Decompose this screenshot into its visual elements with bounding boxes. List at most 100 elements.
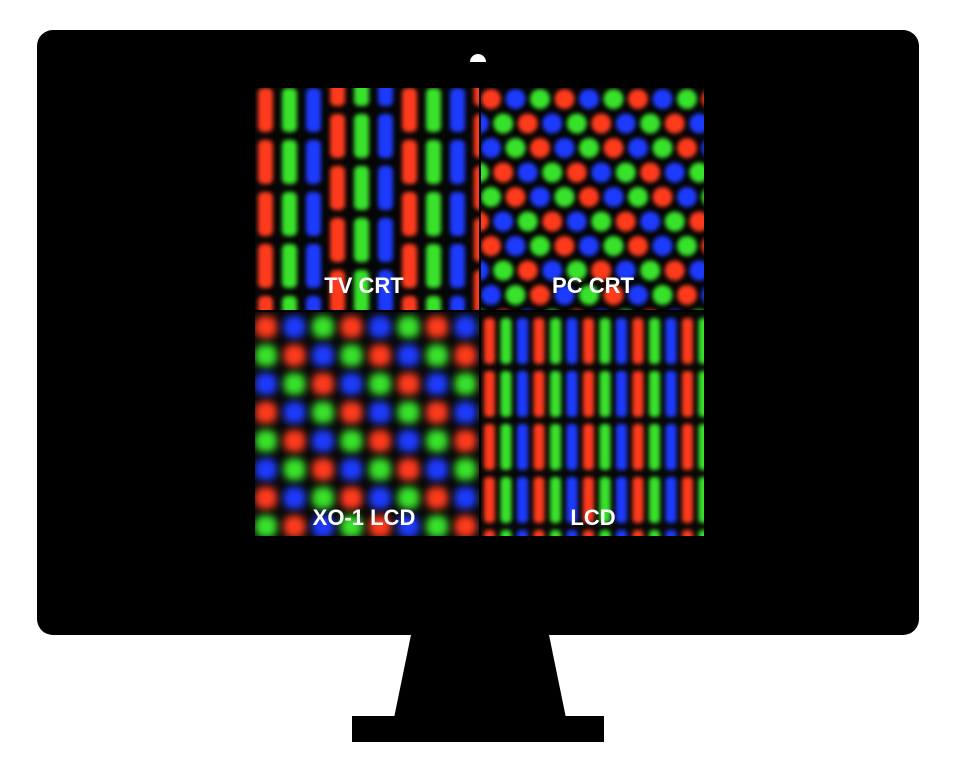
subpixel-blue (283, 316, 306, 338)
phosphor-dot-blue (652, 89, 673, 109)
phosphor-blue (306, 88, 321, 132)
subpixel-stripe-blue (665, 477, 677, 523)
phosphor-dot-blue (640, 211, 661, 232)
phosphor-red (402, 296, 417, 310)
subpixel-stripe-green (550, 371, 561, 417)
subpixel-red (426, 401, 448, 424)
subpixel-stripe-blue (665, 318, 677, 364)
subpixel-stripe-green (649, 424, 660, 470)
monitor-stand-neck (394, 630, 566, 718)
phosphor-green (354, 114, 369, 158)
phosphor-blue (306, 192, 321, 236)
subpixel-stripe-blue (566, 424, 578, 470)
phosphor-blue (450, 88, 465, 132)
subpixel-red (397, 373, 420, 395)
subpixel-red (283, 430, 306, 452)
subpixel-stripe-green (550, 530, 561, 536)
subpixel-red (454, 430, 477, 452)
subpixel-stripe-red (682, 424, 693, 470)
phosphor-blue (378, 88, 393, 106)
subpixel-green (426, 344, 448, 367)
phosphor-dot-red (573, 309, 580, 310)
phosphor-green (426, 88, 441, 132)
lcd-subpixels (484, 318, 704, 536)
subpixel-blue (312, 344, 334, 367)
phosphor-dot-red (591, 260, 612, 281)
subpixel-stripe-green (599, 371, 611, 417)
phosphor-dot-red (566, 162, 587, 183)
subpixel-blue (283, 401, 306, 424)
subpixel-green (426, 515, 448, 536)
phosphor-dot-blue (542, 113, 563, 134)
subpixel-stripe-green (649, 477, 660, 523)
phosphor-red (258, 140, 273, 184)
phosphor-dot-green (554, 187, 575, 207)
subpixel-red (283, 515, 306, 536)
phosphor-dot-blue (554, 138, 575, 158)
subpixel-stripe-blue (517, 371, 528, 417)
subpixel-stripe-green (698, 477, 704, 523)
phosphor-dot-green (505, 285, 526, 305)
phosphor-dot-green (549, 309, 556, 310)
phosphor-dot-blue (671, 309, 678, 310)
subpixel-stripe-green (599, 318, 611, 364)
subpixel-red (369, 515, 391, 536)
camera-icon (470, 54, 486, 62)
phosphor-green (354, 270, 369, 310)
subpixel-stripe-red (632, 424, 644, 470)
phosphor-red (330, 114, 345, 158)
subpixel-stripe-red (484, 424, 495, 470)
phosphor-green (426, 296, 441, 310)
subpixel-stripe-red (533, 530, 545, 536)
phosphor-dot-blue (481, 113, 489, 134)
phosphor-dot-red (603, 138, 624, 158)
phosphor-dot-blue (505, 89, 526, 109)
phosphor-red (258, 88, 273, 132)
phosphor-red (474, 114, 479, 158)
subpixel-red (340, 316, 363, 338)
phosphor-red (330, 270, 345, 310)
subpixel-stripe-blue (616, 318, 627, 364)
phosphor-dot-red (481, 89, 501, 109)
subpixel-stripe-red (583, 318, 594, 364)
phosphor-dot-red (647, 309, 654, 310)
pc-crt-phosphors (481, 89, 704, 310)
phosphor-dot-green (652, 285, 673, 305)
phosphor-dot-red (603, 285, 624, 305)
subpixel-stripe-blue (665, 424, 677, 470)
phosphor-dot-blue (628, 285, 648, 305)
phosphor-dot-red (640, 162, 661, 183)
phosphor-dot-red (701, 239, 704, 253)
subpixel-stripe-green (649, 318, 660, 364)
phosphor-red (474, 270, 479, 310)
subpixel-stripe-blue (566, 318, 578, 364)
phosphor-green (282, 192, 297, 236)
subpixel-blue (426, 458, 448, 481)
phosphor-green (354, 166, 369, 210)
subpixel-stripe-red (533, 424, 545, 470)
phosphor-blue (378, 114, 393, 158)
phosphor-dot-red (628, 89, 648, 109)
phosphor-dot-green (579, 138, 599, 158)
phosphor-dot-green (628, 187, 648, 207)
subpixel-green (369, 458, 391, 481)
phosphor-dot-green (542, 162, 563, 183)
phosphor-green (282, 244, 297, 288)
phosphor-red (402, 88, 417, 132)
subpixel-red (426, 316, 448, 338)
phosphor-dot-red (615, 211, 636, 232)
phosphor-red (330, 166, 345, 210)
subpixel-stripe-red (583, 530, 594, 536)
subpixel-stripe-green (550, 477, 561, 523)
panel-tv-crt (255, 88, 479, 310)
phosphor-red (474, 166, 479, 210)
subpixel-stripe-red (533, 371, 545, 417)
phosphor-dot-red (652, 187, 673, 207)
subpixel-red (312, 373, 334, 395)
subpixel-stripe-green (649, 371, 660, 417)
subpixel-stripe-red (583, 477, 594, 523)
subpixel-blue (397, 430, 420, 452)
phosphor-red (258, 192, 273, 236)
subpixel-stripe-red (533, 477, 545, 523)
phosphor-dot-green (517, 211, 538, 232)
